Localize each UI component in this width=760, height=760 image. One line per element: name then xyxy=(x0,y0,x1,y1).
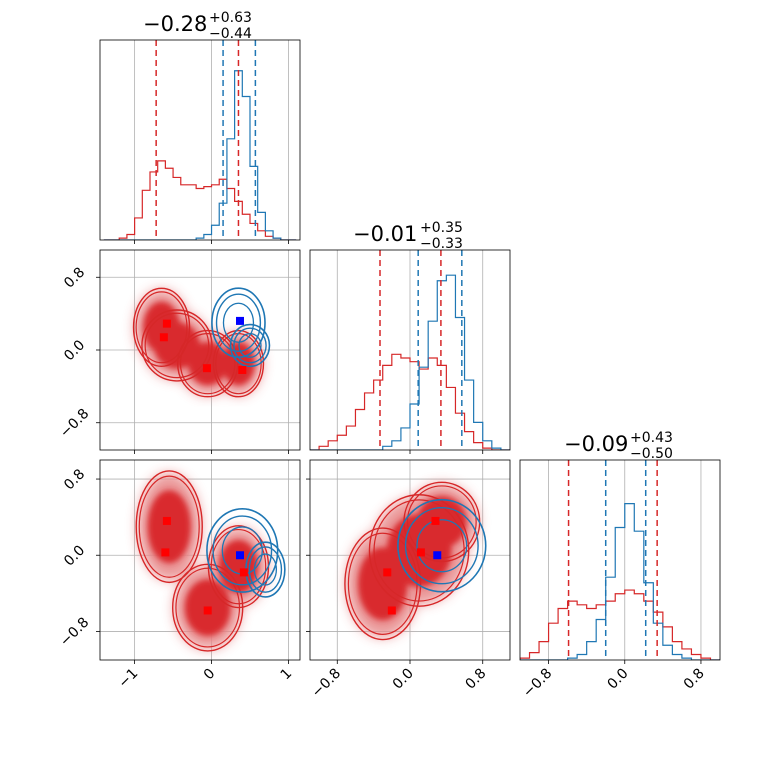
marker-red xyxy=(387,606,396,615)
y-tick-label: 0.8 xyxy=(61,466,88,493)
plot-area xyxy=(100,250,300,450)
x-tick-label: 0.8 xyxy=(681,666,708,693)
hist-blue xyxy=(310,274,510,450)
contour-red-outer xyxy=(212,329,265,398)
hist-blue xyxy=(520,503,720,660)
y-tick-label: −0.8 xyxy=(57,406,92,441)
axes-frame xyxy=(99,459,301,661)
density-blob-red-inner xyxy=(222,342,255,386)
hist-red xyxy=(520,589,720,660)
x-tick-label: 0 xyxy=(201,666,219,684)
title-p2: −0.09 +0.43 −0.50 xyxy=(564,430,673,462)
x-tick-label: 1 xyxy=(278,666,296,684)
marker-red xyxy=(162,319,171,328)
marker-blue xyxy=(433,551,442,560)
title-p2-minus: −0.50 xyxy=(630,446,673,462)
title-p2-plus: +0.43 xyxy=(630,430,673,446)
y-tick-label: 0.0 xyxy=(61,542,88,569)
density-panel-p1-vs-p0: −0.8 0.0 0.8 xyxy=(57,249,301,454)
contour-blue-mid xyxy=(404,507,479,585)
contour-blue-mid xyxy=(233,327,267,364)
marker-red xyxy=(159,333,168,342)
title-p0: −0.28 +0.63 −0.44 xyxy=(143,10,252,42)
contour-red-mid xyxy=(144,312,210,379)
contour-red-outer xyxy=(141,309,213,382)
x-tick-label: 0.8 xyxy=(462,666,489,693)
contour-red-mid xyxy=(406,485,477,559)
contour-blue-inner xyxy=(416,519,468,573)
grid xyxy=(134,40,289,240)
y-tick-label: 0.8 xyxy=(61,264,88,291)
contour-red-mid xyxy=(210,528,267,605)
hist-panel-p0 xyxy=(99,39,301,244)
contour-red-outer xyxy=(344,527,422,641)
marker-red xyxy=(238,366,247,374)
contour-blue-mid xyxy=(248,546,283,593)
hist-panel-p2: −0.8 0.0 0.8 xyxy=(519,459,721,701)
contour-red-mid xyxy=(373,499,465,602)
title-p0-plus: +0.63 xyxy=(209,10,252,26)
y-tick-label: −0.8 xyxy=(57,614,92,649)
plot-area xyxy=(520,460,720,660)
contour-blue-outer xyxy=(397,498,487,593)
title-p0-main: −0.28 xyxy=(143,12,207,36)
contour-red-mid xyxy=(138,475,200,578)
marker-blue xyxy=(236,551,244,560)
x-tick-label: 0.0 xyxy=(605,666,632,693)
marker-red xyxy=(203,606,212,615)
y-tick-label: 0.0 xyxy=(61,337,88,364)
title-p0-minus: −0.44 xyxy=(209,26,252,42)
hist-red xyxy=(103,160,297,240)
marker-red xyxy=(162,516,171,525)
contour-blue-mid xyxy=(215,293,262,352)
title-p1-plus: +0.35 xyxy=(420,220,463,236)
title-p1-main: −0.01 xyxy=(353,222,417,246)
axes-frame xyxy=(99,39,301,241)
density-blob-red-inner xyxy=(417,496,467,548)
contour-red-outer xyxy=(135,470,203,584)
hist-blue xyxy=(103,70,297,240)
density-blob-red-inner xyxy=(218,539,259,594)
plot-area xyxy=(310,250,510,450)
plot-area xyxy=(100,460,300,660)
marker-red xyxy=(239,568,248,577)
marker-red xyxy=(202,364,211,373)
title-p1: −0.01 +0.35 −0.33 xyxy=(353,220,463,252)
contour-blue-inner xyxy=(222,302,255,343)
title-p1-minus: −0.33 xyxy=(420,236,463,252)
contour-blue-outer xyxy=(229,323,271,368)
contour-red-mid xyxy=(135,291,188,364)
grid xyxy=(548,460,702,660)
hist-panel-p1 xyxy=(309,249,511,454)
plot-area xyxy=(310,460,510,660)
marker-red xyxy=(383,568,392,577)
contour-red-outer xyxy=(132,287,191,367)
plot-area xyxy=(103,40,297,240)
hist-red xyxy=(310,353,510,450)
title-p2-main: −0.09 xyxy=(564,432,628,456)
marker-red xyxy=(431,516,440,525)
contour-blue-inner xyxy=(238,332,262,358)
contour-red-mid xyxy=(179,332,236,395)
marker-blue xyxy=(236,316,244,325)
axes-frame xyxy=(519,459,721,661)
marker-red xyxy=(161,548,170,557)
contour-blue-outer xyxy=(206,508,279,593)
x-tick-label: −0.8 xyxy=(309,666,344,701)
contour-red-outer xyxy=(176,329,239,398)
density-blob-red-inner xyxy=(147,490,191,564)
x-tick-label: −0.8 xyxy=(520,666,555,701)
density-panel-p2-vs-p1: −0.8 0.0 0.8 xyxy=(306,459,511,701)
contour-blue-mid xyxy=(212,515,273,586)
density-panel-p2-vs-p0: −1 0 1 −0.8 0.0 0.8 xyxy=(57,459,301,692)
x-tick-label: −1 xyxy=(116,666,142,692)
x-tick-label: 0.0 xyxy=(390,666,417,693)
marker-red xyxy=(416,548,425,557)
contour-blue-inner xyxy=(253,553,278,586)
